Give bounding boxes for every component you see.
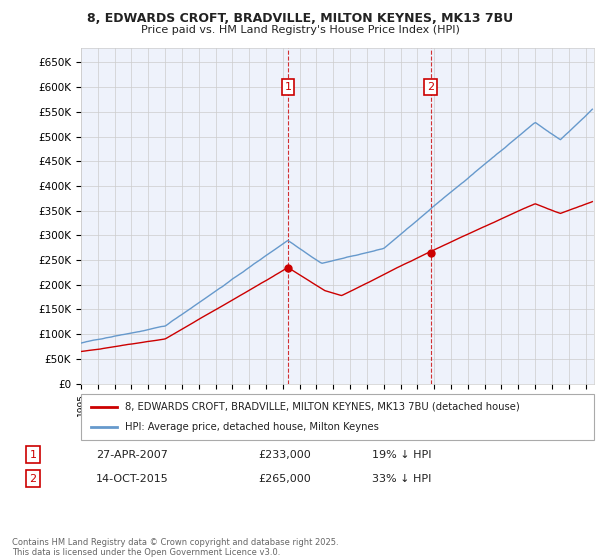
Text: 14-OCT-2015: 14-OCT-2015 — [96, 474, 169, 484]
Text: £265,000: £265,000 — [258, 474, 311, 484]
Text: Price paid vs. HM Land Registry's House Price Index (HPI): Price paid vs. HM Land Registry's House … — [140, 25, 460, 35]
Text: 8, EDWARDS CROFT, BRADVILLE, MILTON KEYNES, MK13 7BU: 8, EDWARDS CROFT, BRADVILLE, MILTON KEYN… — [87, 12, 513, 25]
Text: 2: 2 — [29, 474, 37, 484]
Text: £233,000: £233,000 — [258, 450, 311, 460]
Text: 33% ↓ HPI: 33% ↓ HPI — [372, 474, 431, 484]
Text: Contains HM Land Registry data © Crown copyright and database right 2025.
This d: Contains HM Land Registry data © Crown c… — [12, 538, 338, 557]
FancyBboxPatch shape — [81, 394, 594, 440]
Text: 1: 1 — [285, 82, 292, 92]
Text: 8, EDWARDS CROFT, BRADVILLE, MILTON KEYNES, MK13 7BU (detached house): 8, EDWARDS CROFT, BRADVILLE, MILTON KEYN… — [125, 402, 520, 412]
Text: HPI: Average price, detached house, Milton Keynes: HPI: Average price, detached house, Milt… — [125, 422, 379, 432]
Text: 27-APR-2007: 27-APR-2007 — [96, 450, 168, 460]
Text: 2: 2 — [427, 82, 434, 92]
Text: 19% ↓ HPI: 19% ↓ HPI — [372, 450, 431, 460]
Text: 1: 1 — [29, 450, 37, 460]
